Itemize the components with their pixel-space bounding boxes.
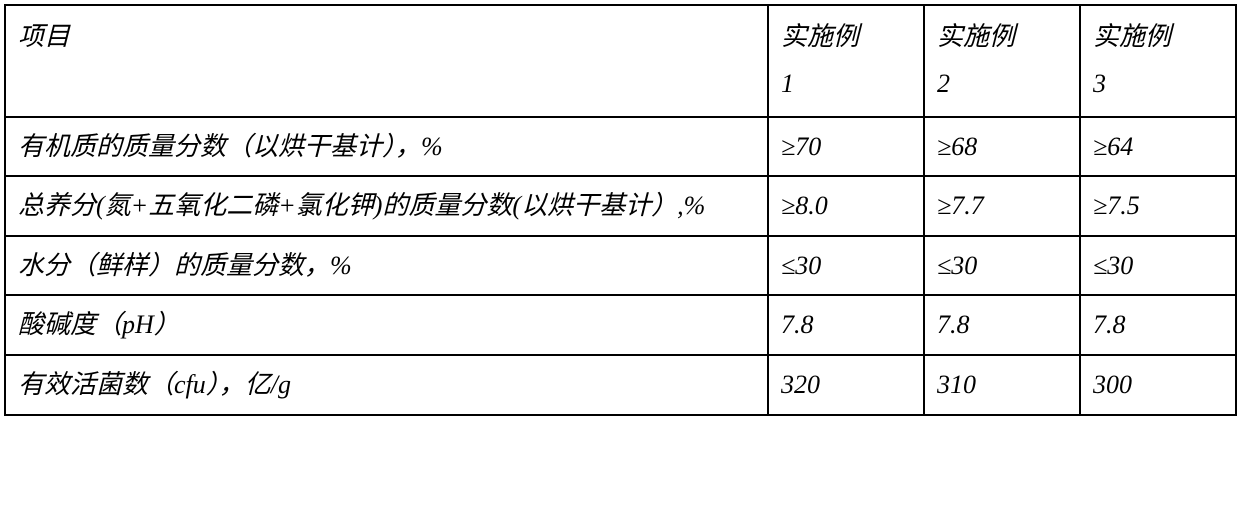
row-ex1-value: ≤30 [768, 236, 924, 296]
row-item-label: 水分（鲜样）的质量分数，% [5, 236, 768, 296]
row-item-label: 有机质的质量分数（以烘干基计），% [5, 117, 768, 177]
header-ex3-number: 3 [1093, 69, 1106, 98]
header-example-1: 实施例 1 [768, 5, 924, 117]
row-ex1-value: ≥70 [768, 117, 924, 177]
row-ex2-value: 310 [924, 355, 1080, 415]
header-ex1-label: 实施例 [781, 22, 859, 51]
data-table: 项目 实施例 1 实施例 2 实施例 3 有机质的质量分数（以烘干基计），% ≥… [4, 4, 1237, 416]
table-row: 水分（鲜样）的质量分数，% ≤30 ≤30 ≤30 [5, 236, 1236, 296]
row-ex3-value: 7.8 [1080, 295, 1236, 355]
table-row: 总养分(氮+五氧化二磷+氯化钾)的质量分数(以烘干基计）,% ≥8.0 ≥7.7… [5, 176, 1236, 236]
header-ex1-number: 1 [781, 69, 794, 98]
row-item-label: 总养分(氮+五氧化二磷+氯化钾)的质量分数(以烘干基计）,% [5, 176, 768, 236]
row-ex1-value: ≥8.0 [768, 176, 924, 236]
row-ex3-value: ≥64 [1080, 117, 1236, 177]
row-ex2-value: ≥7.7 [924, 176, 1080, 236]
row-ex2-value: ≤30 [924, 236, 1080, 296]
header-ex2-label: 实施例 [937, 22, 1015, 51]
table-row: 酸碱度（pH） 7.8 7.8 7.8 [5, 295, 1236, 355]
table-header-row: 项目 实施例 1 实施例 2 实施例 3 [5, 5, 1236, 117]
row-ex1-value: 7.8 [768, 295, 924, 355]
header-example-2: 实施例 2 [924, 5, 1080, 117]
table-row: 有机质的质量分数（以烘干基计），% ≥70 ≥68 ≥64 [5, 117, 1236, 177]
table-row: 有效活菌数（cfu），亿/g 320 310 300 [5, 355, 1236, 415]
row-ex3-value: ≥7.5 [1080, 176, 1236, 236]
header-example-3: 实施例 3 [1080, 5, 1236, 117]
row-ex3-value: 300 [1080, 355, 1236, 415]
header-ex3-label: 实施例 [1093, 22, 1171, 51]
row-ex1-value: 320 [768, 355, 924, 415]
row-item-label: 有效活菌数（cfu），亿/g [5, 355, 768, 415]
row-item-label: 酸碱度（pH） [5, 295, 768, 355]
header-item: 项目 [5, 5, 768, 117]
header-ex2-number: 2 [937, 69, 950, 98]
row-ex2-value: ≥68 [924, 117, 1080, 177]
row-ex3-value: ≤30 [1080, 236, 1236, 296]
row-ex2-value: 7.8 [924, 295, 1080, 355]
